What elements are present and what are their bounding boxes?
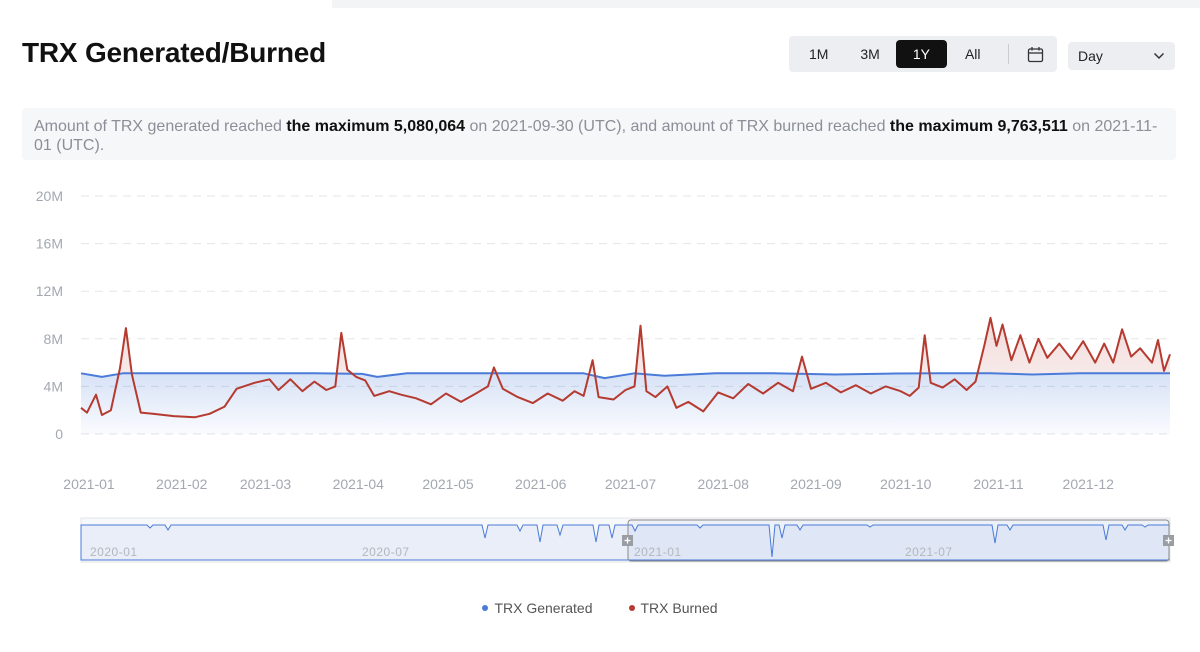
- x-tick-2021-08: 2021-08: [698, 476, 750, 492]
- page-title: TRX Generated/Burned: [22, 37, 327, 68]
- y-tick-8M: 8M: [44, 331, 63, 347]
- legend-label-generated: TRX Generated: [494, 600, 593, 616]
- x-tick-2021-02: 2021-02: [156, 476, 208, 492]
- range-button-all[interactable]: All: [947, 40, 998, 68]
- overview-label-2021-07: 2021-07: [905, 545, 953, 559]
- x-tick-2021-12: 2021-12: [1063, 476, 1115, 492]
- overview-label-2020-01: 2020-01: [90, 545, 138, 559]
- summary-part-3: on 2021-11-01 (UTC).: [34, 118, 1158, 154]
- summary-part-1: Amount of TRX generated reached: [34, 118, 287, 135]
- calendar-button[interactable]: [1017, 40, 1053, 68]
- legend-dot-burned: [628, 605, 635, 611]
- overview-selection[interactable]: [627, 519, 1170, 562]
- x-tick-2021-05: 2021-05: [422, 476, 474, 492]
- calendar-icon: [1027, 46, 1043, 62]
- legend-item-burned[interactable]: TRX Burned: [628, 600, 718, 616]
- x-tick-2021-10: 2021-10: [880, 476, 932, 492]
- y-tick-16M: 16M: [36, 236, 63, 252]
- y-tick-0: 0: [55, 426, 63, 442]
- x-tick-2021-09: 2021-09: [790, 476, 842, 492]
- y-tick-12M: 12M: [36, 283, 63, 299]
- series-line-trx-burned: [80, 316, 1171, 419]
- overview-navigator[interactable]: 2020-01 2020-07 2021-01 2021-07: [80, 517, 1174, 563]
- legend-item-generated[interactable]: TRX Generated: [482, 600, 593, 616]
- legend-label-burned: TRX Burned: [640, 600, 718, 616]
- x-tick-2021-11: 2021-11: [973, 476, 1024, 492]
- summary-generated-max: the maximum 5,080,064: [286, 118, 466, 135]
- x-axis-labels: 2021-01 2021-02 2021-03 2021-04 2021-05 2021-…: [63, 476, 1114, 492]
- x-tick-2021-01: 2021-01: [63, 476, 115, 492]
- x-tick-2021-04: 2021-04: [333, 476, 385, 492]
- series-layer: [80, 316, 1171, 434]
- x-tick-2021-03: 2021-03: [240, 476, 292, 492]
- overview-handle-right[interactable]: [1163, 535, 1174, 546]
- overview-handle-left[interactable]: [622, 535, 633, 546]
- range-button-1m[interactable]: 1M: [793, 40, 844, 68]
- summary-text: Amount of TRX generated reached the maxi…: [22, 108, 1176, 160]
- overview-label-2020-07: 2020-07: [362, 545, 410, 559]
- granularity-select[interactable]: Day: [1068, 42, 1175, 70]
- series-line-trx-generated: [80, 372, 1170, 380]
- chart-legend: TRX Generated TRX Burned: [0, 600, 1200, 616]
- granularity-value: Day: [1078, 48, 1103, 64]
- summary-part-2: on 2021-09-30 (UTC), and amount of TRX b…: [465, 118, 890, 135]
- range-button-1y[interactable]: 1Y: [895, 40, 948, 68]
- x-tick-2021-06: 2021-06: [515, 476, 567, 492]
- y-tick-4M: 4M: [44, 378, 63, 394]
- top-strip: [0, 0, 332, 8]
- range-button-3m[interactable]: 3M: [844, 40, 895, 68]
- area-trx-burned: [118, 317, 1170, 374]
- range-divider: [1008, 44, 1010, 64]
- summary-burned-max: the maximum 9,763,511: [889, 118, 1068, 135]
- legend-dot-generated: [482, 605, 489, 611]
- area-trx-generated: [81, 373, 1170, 434]
- overview-label-2021-01: 2021-01: [634, 545, 682, 559]
- x-tick-2021-07: 2021-07: [605, 476, 657, 492]
- y-tick-20M: 20M: [36, 188, 63, 204]
- chevron-down-icon: [1153, 52, 1165, 60]
- y-axis-labels: 20M 16M 12M 8M 4M 0: [36, 188, 63, 442]
- time-range-selector: 1M 3M 1Y All: [789, 36, 1057, 72]
